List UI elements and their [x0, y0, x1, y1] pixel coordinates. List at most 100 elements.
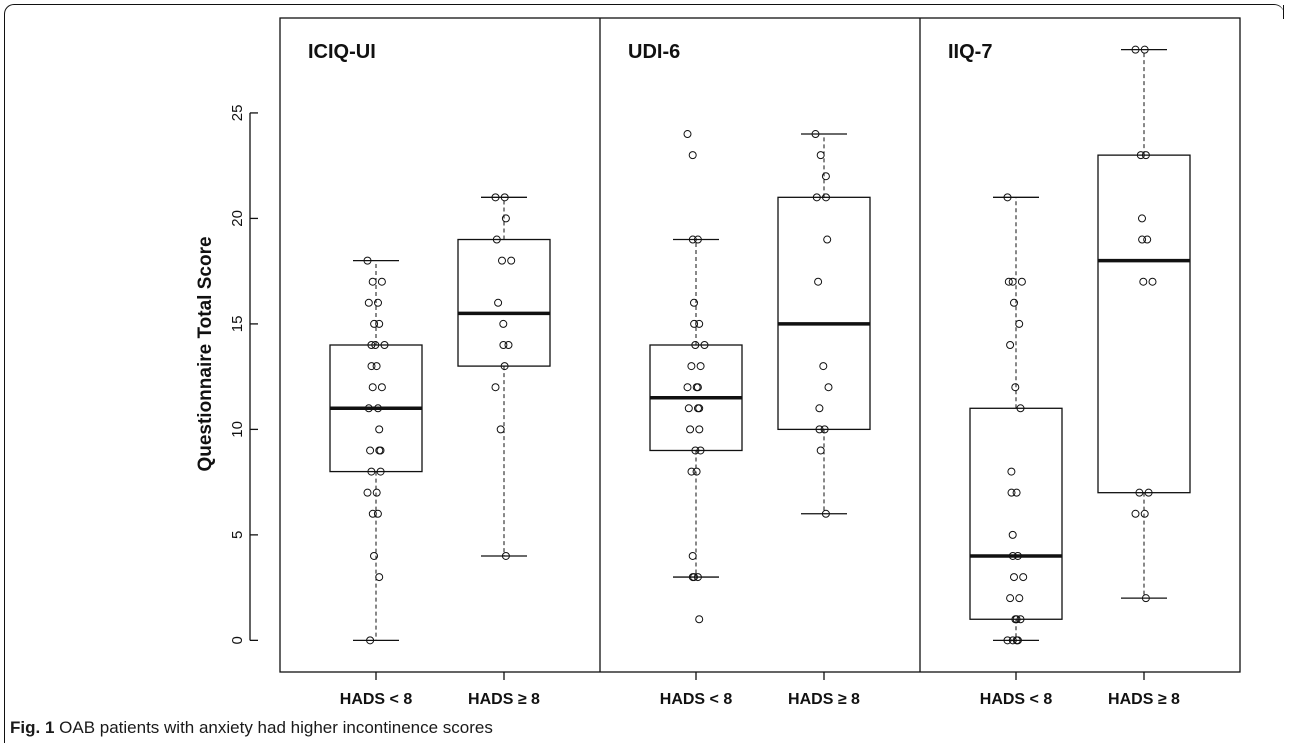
- panels-layer: ICIQ-UI HADS < 8 HADS ≥ 8 UDI-6 HADS < 8 HADS…: [308, 18, 1191, 708]
- data-point: [1013, 551, 1022, 560]
- data-point: [822, 193, 830, 202]
- data-point: [494, 298, 503, 307]
- data-point: [491, 193, 500, 202]
- data-point: [501, 214, 510, 223]
- data-point: [823, 235, 832, 244]
- data-point: [374, 298, 382, 307]
- data-point: [375, 319, 384, 328]
- data-point: [375, 573, 384, 582]
- data-point: [1141, 151, 1150, 160]
- data-point: [371, 341, 380, 349]
- data-point: [695, 615, 704, 624]
- data-point: [364, 298, 373, 307]
- data-point: [700, 341, 709, 349]
- data-point: [366, 446, 375, 455]
- data-point: [1008, 551, 1017, 560]
- data-point: [501, 551, 510, 560]
- panel-udi-6: UDI-6 HADS < 8 HADS ≥ 8: [599, 18, 871, 708]
- x-tick-label: HADS < 8: [660, 691, 733, 708]
- data-point: [695, 425, 704, 434]
- data-point: [1004, 277, 1013, 286]
- data-point: [692, 467, 701, 476]
- data-point: [1016, 404, 1025, 413]
- data-point: [695, 319, 704, 328]
- x-tick-label: HADS < 8: [340, 691, 413, 708]
- data-point: [815, 425, 824, 434]
- y-tick-label: 20: [229, 210, 246, 227]
- box-iqr: [1097, 154, 1191, 494]
- data-point: [1016, 615, 1025, 624]
- data-point: [821, 509, 830, 518]
- data-point: [1003, 636, 1012, 645]
- x-tick-label: HADS ≥ 8: [468, 691, 540, 708]
- data-point: [1131, 509, 1140, 518]
- data-point: [691, 341, 700, 349]
- box-iqr: [777, 196, 871, 431]
- data-point: [363, 488, 372, 497]
- data-point: [368, 383, 377, 392]
- data-point: [372, 362, 381, 371]
- data-point: [695, 404, 704, 413]
- data-point: [376, 467, 385, 476]
- data-point: [1007, 467, 1016, 476]
- data-point: [1144, 488, 1153, 497]
- x-tick-label: HADS ≥ 8: [788, 691, 860, 708]
- data-point: [693, 235, 702, 244]
- data-point: [1010, 573, 1018, 582]
- data-point: [691, 446, 700, 455]
- panel-title: UDI-6: [628, 41, 680, 63]
- data-point: [370, 551, 378, 560]
- data-point: [1008, 636, 1017, 645]
- data-point: [1008, 530, 1017, 539]
- y-axis-label: Questionnaire Total Score: [195, 236, 216, 471]
- data-point: [363, 256, 372, 265]
- data-point: [1013, 636, 1022, 645]
- plot-area: [279, 17, 1241, 673]
- data-point: [821, 172, 830, 181]
- data-point: [1012, 615, 1021, 624]
- data-point: [815, 404, 824, 413]
- data-point: [690, 298, 698, 307]
- data-point: [816, 446, 825, 455]
- caption-label: Fig. 1: [10, 718, 55, 737]
- panel-iciq-ui: ICIQ-UI HADS < 8 HADS ≥ 8: [308, 41, 551, 708]
- data-point: [1003, 193, 1012, 202]
- caption-text: OAB patients with anxiety had higher inc…: [54, 718, 493, 737]
- data-point: [816, 151, 825, 160]
- data-point: [1006, 341, 1015, 349]
- data-point: [1012, 488, 1021, 497]
- y-axis: 0 5 10 15 20 25: [229, 105, 258, 645]
- data-point: [693, 383, 702, 392]
- data-point: [686, 425, 695, 434]
- data-point: [1015, 319, 1024, 328]
- data-point: [1138, 214, 1146, 223]
- x-tick-label: HADS < 8: [980, 691, 1053, 708]
- data-point: [824, 383, 833, 392]
- data-point: [811, 130, 820, 139]
- data-point: [1141, 594, 1150, 603]
- data-point: [1006, 594, 1015, 603]
- box-hads-lt-8: HADS < 8: [969, 193, 1063, 708]
- box-iqr: [969, 407, 1063, 620]
- figure-frame: [4, 4, 1284, 743]
- data-point: [377, 277, 386, 286]
- data-point: [1007, 488, 1016, 497]
- data-point: [683, 130, 692, 139]
- data-point: [500, 193, 509, 202]
- y-tick-label: 5: [229, 531, 246, 539]
- panel-iiq-7: IIQ-7 HADS < 8 HADS ≥ 8: [919, 18, 1191, 708]
- data-point: [1140, 45, 1149, 54]
- data-point: [690, 573, 698, 582]
- box-iqr: [457, 238, 551, 367]
- data-point: [372, 488, 381, 497]
- data-point: [690, 319, 699, 328]
- box-hads-lt-8: HADS < 8: [329, 256, 423, 708]
- data-point: [374, 404, 382, 413]
- data-point: [693, 573, 702, 582]
- data-point: [1136, 151, 1145, 160]
- data-point: [375, 425, 384, 434]
- data-point: [377, 383, 386, 392]
- data-point: [507, 256, 516, 265]
- data-point: [687, 362, 696, 371]
- data-point: [1148, 277, 1157, 286]
